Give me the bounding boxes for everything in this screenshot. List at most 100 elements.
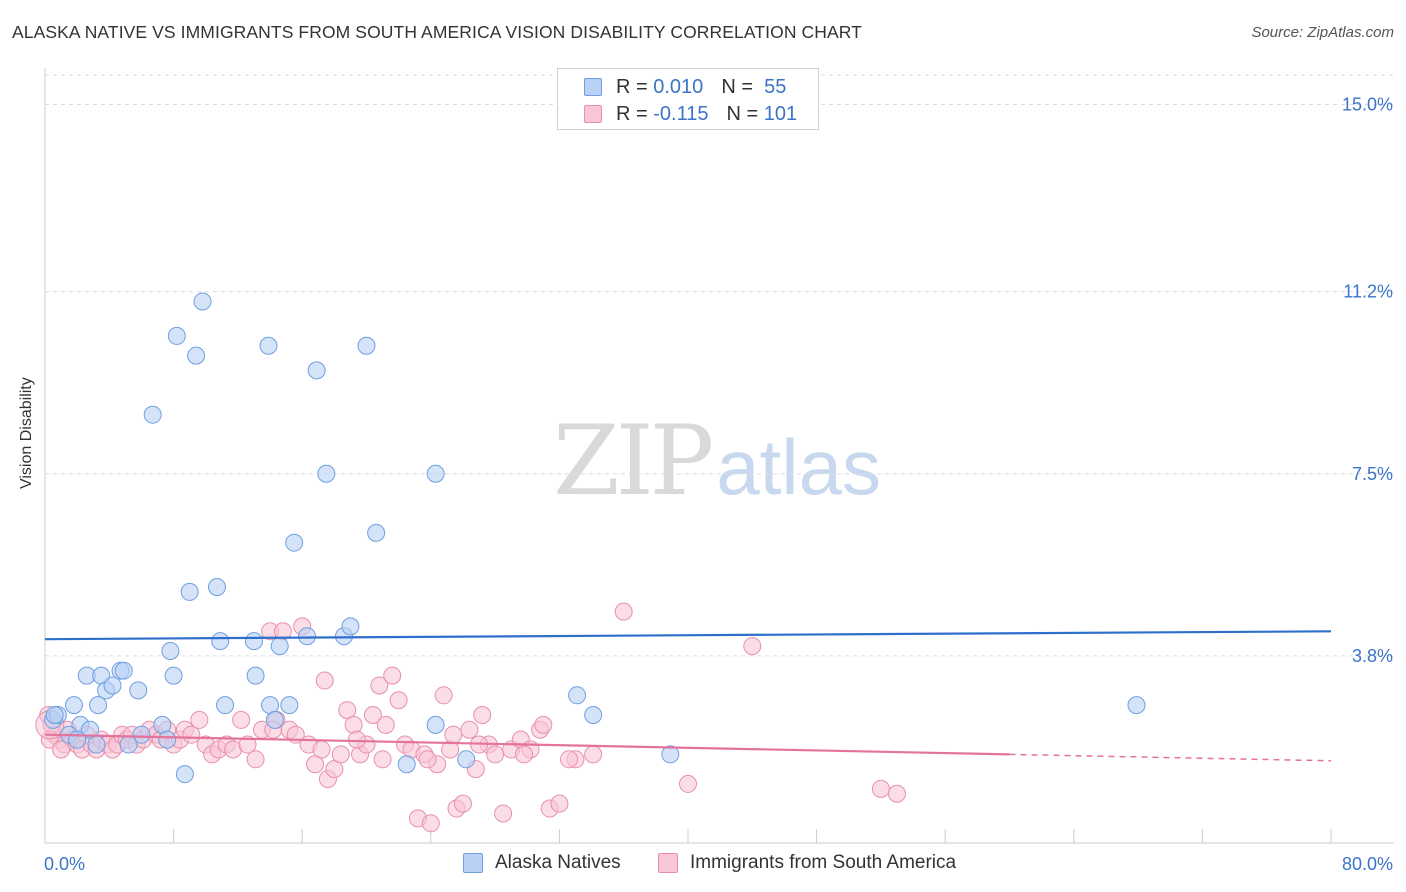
- alaska-natives-point: [457, 750, 476, 769]
- immigrants-point: [331, 745, 350, 764]
- legend-r-label: R =: [616, 102, 648, 125]
- legend-r-value: -0.115: [653, 102, 709, 125]
- immigrants-point: [238, 735, 257, 754]
- alaska-natives-point: [103, 676, 122, 695]
- immigrants-trendline: [44, 733, 1010, 756]
- immigrants-point: [679, 774, 697, 793]
- alaska-natives-point: [246, 666, 265, 685]
- alaska-natives-point: [307, 361, 326, 380]
- immigrants-trendline-extension: [1009, 753, 1332, 762]
- immigrants-point: [560, 750, 579, 769]
- immigrants-point: [315, 671, 334, 690]
- x-tick-label-max: 80.0%: [1342, 854, 1393, 874]
- legend-row-immigrants: R = -0.115 N = 101: [584, 102, 797, 126]
- alaska-natives-point: [187, 346, 206, 365]
- alaska-natives-point: [244, 632, 263, 651]
- alaska-natives-point: [129, 681, 148, 700]
- bottom-legend-swatch-pink: [658, 853, 678, 873]
- alaska-natives-point: [661, 745, 680, 764]
- alaska-natives-point: [143, 405, 162, 424]
- alaska-natives-point: [1127, 696, 1146, 715]
- alaska-natives-point: [132, 725, 151, 744]
- alaska-natives-point: [158, 730, 177, 749]
- alaska-natives-point: [87, 735, 106, 754]
- alaska-natives-point: [45, 706, 64, 724]
- alaska-natives-point: [89, 696, 108, 715]
- alaska-natives-point: [584, 706, 603, 724]
- alaska-natives-point: [298, 627, 317, 646]
- alaska-natives-point: [357, 336, 376, 355]
- alaska-natives-point: [280, 696, 299, 715]
- y-axis-title: Vision Disability: [18, 377, 35, 489]
- alaska-natives-point: [180, 582, 199, 601]
- legend-swatch-pink: [584, 105, 602, 123]
- immigrants-point: [534, 715, 553, 734]
- legend-n-label: N =: [726, 102, 759, 125]
- source-label: Source: ZipAtlas.com: [1251, 24, 1394, 41]
- legend-n-label: N =: [721, 75, 753, 98]
- immigrants-point: [887, 784, 906, 803]
- x-tick-label-min: 0.0%: [44, 854, 85, 874]
- immigrants-point: [494, 804, 513, 823]
- immigrants-point: [52, 740, 71, 759]
- alaska-natives-point: [426, 464, 445, 483]
- y-tick-label: 3.8%: [1352, 646, 1393, 666]
- alaska-natives-point: [167, 326, 186, 345]
- legend-swatch-blue: [584, 78, 602, 96]
- chart-title: ALASKA NATIVE VS IMMIGRANTS FROM SOUTH A…: [12, 22, 862, 42]
- legend-n-value: 55: [764, 75, 787, 98]
- bottom-legend-immigrants: Immigrants from South America: [658, 852, 956, 874]
- immigrants-point: [363, 706, 382, 724]
- alaska-natives-point: [341, 617, 360, 636]
- alaska-natives-point: [164, 666, 183, 685]
- alaska-natives-point: [270, 637, 289, 656]
- immigrants-point: [182, 725, 201, 744]
- alaska-natives-point: [285, 533, 304, 552]
- immigrants-point: [486, 745, 505, 764]
- bottom-legend-label: Immigrants from South America: [690, 852, 957, 873]
- alaska-natives-point: [193, 292, 212, 311]
- y-tick-label: 15.0%: [1342, 95, 1393, 115]
- immigrants-point: [418, 750, 437, 769]
- alaska-natives-point: [397, 755, 416, 774]
- immigrants-point: [460, 720, 479, 739]
- immigrants-point: [515, 745, 534, 764]
- immigrants-point: [370, 676, 389, 695]
- stats-legend: R = 0.010 N = 55 R = -0.115 N = 101: [557, 68, 819, 130]
- alaska-natives-point: [208, 578, 227, 596]
- y-tick-label: 7.5%: [1352, 464, 1393, 484]
- immigrants-point: [421, 814, 440, 833]
- legend-r-label: R =: [616, 75, 648, 98]
- series-alaska-natives-points: [44, 292, 1146, 784]
- alaska-natives-point: [161, 642, 180, 660]
- immigrants-point: [453, 794, 472, 813]
- legend-n-value: 101: [763, 102, 798, 125]
- alaska-natives-point: [211, 632, 230, 651]
- bottom-legend-label: Alaska Natives: [495, 852, 621, 873]
- immigrants-point: [614, 602, 633, 621]
- bottom-legend: Alaska Natives Immigrants from South Ame…: [0, 852, 1406, 878]
- immigrants-point: [389, 691, 408, 710]
- immigrants-point: [312, 740, 331, 759]
- immigrants-point: [584, 745, 603, 764]
- alaska-natives-point: [175, 765, 194, 784]
- alaska-natives-point: [426, 715, 445, 734]
- alaska-natives-point: [64, 696, 83, 715]
- y-tick-label: 11.2%: [1343, 282, 1393, 302]
- immigrants-point: [232, 710, 251, 729]
- legend-r-value: 0.010: [653, 75, 704, 98]
- immigrants-point: [344, 715, 363, 734]
- immigrants-point: [550, 794, 569, 813]
- alaska-natives-point: [367, 523, 386, 542]
- bottom-legend-alaska-natives: Alaska Natives: [463, 852, 621, 874]
- alaska-natives-point: [317, 464, 336, 483]
- alaska-natives-point: [114, 661, 133, 680]
- immigrants-point: [246, 750, 265, 769]
- immigrants-point: [376, 715, 395, 734]
- immigrants-point: [383, 666, 402, 685]
- alaska-natives-point: [568, 686, 587, 705]
- immigrants-point: [871, 779, 890, 798]
- alaska-natives-point: [265, 710, 284, 729]
- immigrants-point: [373, 750, 392, 769]
